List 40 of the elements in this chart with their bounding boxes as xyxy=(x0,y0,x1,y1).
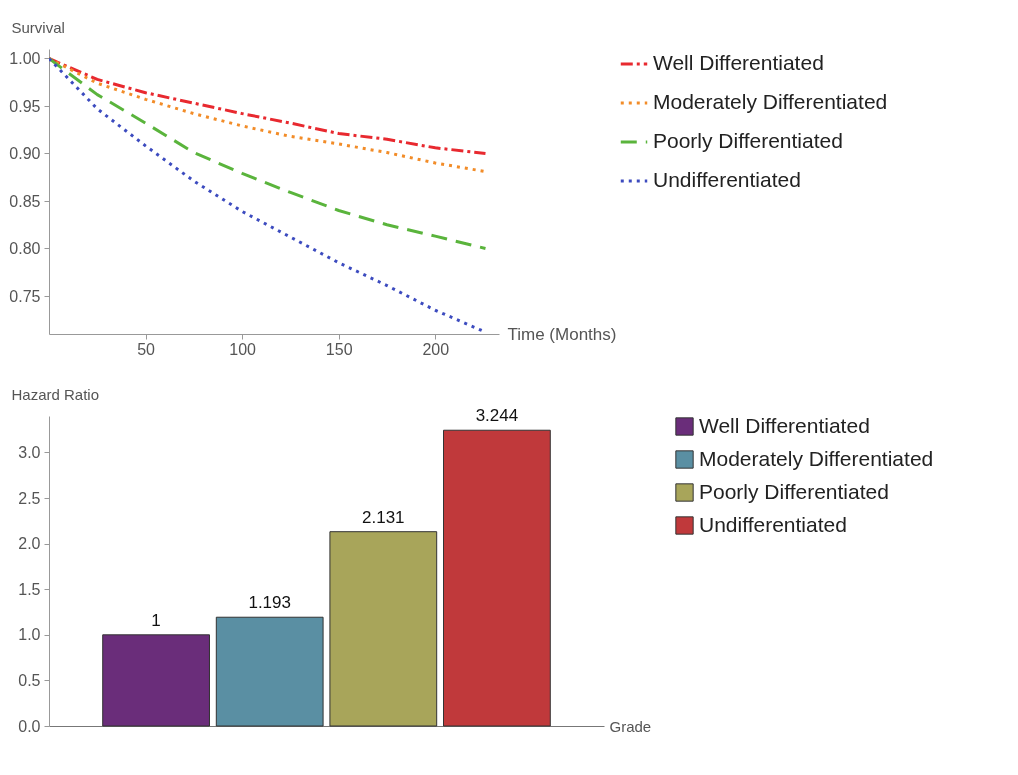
bar xyxy=(329,531,438,727)
data-label: 3.244 xyxy=(475,406,519,426)
line-series xyxy=(49,57,487,174)
y-tick-label: 0.85 xyxy=(9,192,41,210)
y-tick-label: 2.5 xyxy=(18,489,41,507)
x-axis-title: Grade xyxy=(609,717,652,735)
y-tick-label: 1.0 xyxy=(18,626,41,644)
y-axis-title: Hazard Ratio xyxy=(11,385,100,403)
y-axis-title: Survival xyxy=(11,18,65,36)
line-series xyxy=(49,57,487,155)
legend-label: Moderately Differentiated xyxy=(699,446,934,470)
y-tick-label: 1.5 xyxy=(18,580,41,598)
x-tick-label: 150 xyxy=(325,340,353,358)
legend-label: Well Differentiated xyxy=(653,51,824,74)
y-tick-label: 2.0 xyxy=(18,535,41,553)
bar xyxy=(215,616,324,727)
y-tick-label: 0.75 xyxy=(9,287,41,305)
bar xyxy=(443,429,551,727)
legend-label: Undifferentiated xyxy=(653,168,801,191)
y-tick-label: 0.80 xyxy=(9,240,41,257)
x-tick-label: 50 xyxy=(137,340,156,358)
legend-label: Well Differentiated xyxy=(699,413,870,437)
y-tick-label: 0.90 xyxy=(9,145,41,162)
legend-label: Poorly Differentiated xyxy=(699,479,889,503)
y-tick-label: 0.95 xyxy=(9,97,41,115)
data-label: 1 xyxy=(151,610,161,630)
legend-label: Poorly Differentiated xyxy=(653,129,843,152)
x-axis-title: Time (Months) xyxy=(507,324,617,344)
data-label: 1.193 xyxy=(248,593,291,613)
bar xyxy=(102,634,210,727)
x-tick-label: 200 xyxy=(422,340,450,358)
y-tick-label: 1.00 xyxy=(9,50,41,67)
y-tick-label: 0.0 xyxy=(18,717,41,735)
legend-label: Undifferentiated xyxy=(699,512,847,536)
data-label: 2.131 xyxy=(362,507,405,527)
line-series xyxy=(49,57,487,250)
legend-label: Moderately Differentiated xyxy=(653,90,888,113)
y-tick-label: 0.5 xyxy=(18,671,41,689)
y-tick-label: 3.0 xyxy=(18,443,41,461)
x-tick-label: 100 xyxy=(229,340,257,358)
